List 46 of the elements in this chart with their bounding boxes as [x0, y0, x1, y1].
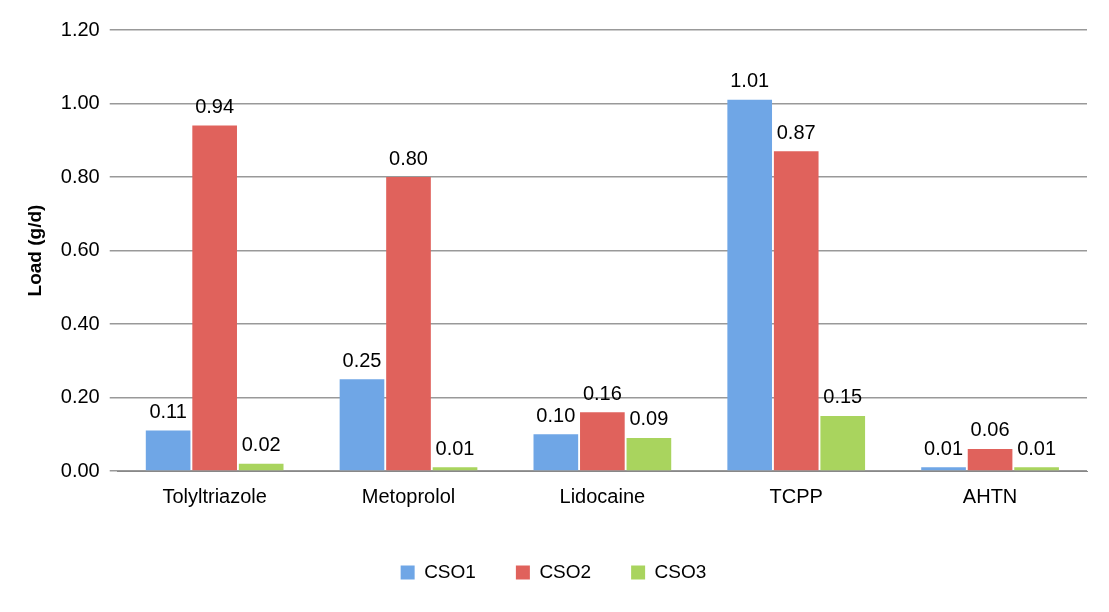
data-label: 0.11	[149, 400, 187, 423]
bar	[820, 415, 866, 471]
data-label: 0.01	[924, 436, 964, 459]
x-tick-label: Metoprolol	[361, 484, 456, 507]
bar	[533, 434, 579, 471]
data-label: 0.10	[536, 403, 576, 426]
bar	[339, 379, 385, 471]
y-tick-label: 0.20	[60, 385, 100, 408]
bar	[626, 437, 672, 471]
bar	[773, 151, 819, 471]
bar	[1014, 467, 1059, 471]
legend-label: CSO3	[654, 560, 707, 582]
legend-label: CSO1	[424, 560, 476, 582]
data-label: 0.16	[582, 381, 622, 404]
bar	[727, 99, 773, 471]
bar	[432, 467, 478, 471]
data-label: 0.06	[970, 418, 1010, 441]
y-tick-label: 0.00	[60, 458, 100, 481]
bar	[386, 177, 431, 471]
x-tick-label: Tolyltriazole	[162, 484, 267, 507]
data-label: 0.02	[241, 433, 281, 456]
y-axis-title: Load (g/d)	[23, 204, 45, 297]
legend-label: CSO2	[539, 560, 592, 582]
bar	[580, 412, 625, 471]
y-tick-label: 1.20	[60, 17, 100, 40]
data-label: 0.01	[1017, 436, 1057, 459]
bar	[921, 467, 966, 471]
bar	[145, 430, 191, 471]
y-tick-label: 1.00	[60, 91, 100, 114]
data-label: 0.80	[389, 146, 428, 169]
bar	[238, 463, 284, 471]
data-label: 0.15	[823, 385, 863, 408]
data-label: 1.01	[730, 69, 770, 92]
bar	[967, 448, 1013, 471]
data-label: 0.09	[629, 407, 669, 430]
x-tick-label: AHTN	[962, 484, 1018, 507]
y-tick-label: 0.80	[60, 164, 100, 187]
x-tick-label: TCPP	[769, 484, 823, 507]
data-label: 0.87	[776, 120, 816, 143]
y-tick-label: 0.60	[60, 238, 100, 261]
data-label: 0.25	[342, 348, 382, 371]
bar	[192, 125, 237, 471]
y-tick-label: 0.40	[60, 311, 100, 334]
x-tick-label: Lidocaine	[559, 484, 646, 507]
data-label: 0.01	[435, 436, 475, 459]
data-label: 0.94	[195, 95, 235, 118]
